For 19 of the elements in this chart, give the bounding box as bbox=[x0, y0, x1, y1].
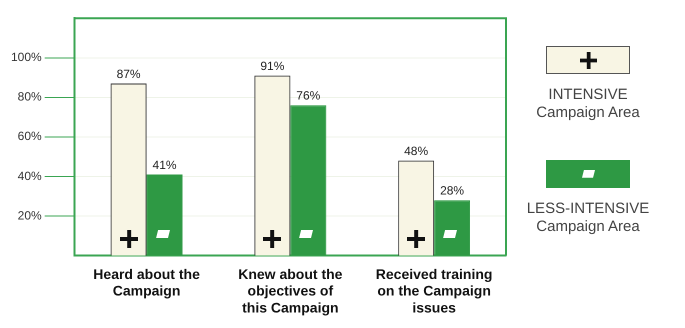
bar bbox=[290, 105, 326, 256]
bar bbox=[146, 174, 183, 256]
y-tick-label: 100% bbox=[10, 50, 42, 64]
x-tick-label: Knew about the objectives of this Campaign bbox=[238, 266, 343, 316]
y-tick-label: 60% bbox=[18, 129, 42, 144]
text: INTENSIVE Campaign Area bbox=[535, 86, 641, 122]
data-label: 87% bbox=[116, 66, 141, 81]
bar bbox=[434, 200, 470, 256]
data-label: 41% bbox=[152, 158, 177, 172]
y-tick-label: 40% bbox=[18, 168, 42, 183]
data-label: 48% bbox=[404, 144, 428, 158]
data-label: 28% bbox=[440, 184, 464, 198]
x-tick-label: Received training on the Campaign issues bbox=[376, 266, 492, 316]
y-tick-label: 20% bbox=[18, 208, 42, 222]
y-tick-label: 80% bbox=[18, 90, 42, 104]
data-label: 76% bbox=[296, 88, 321, 103]
data-label: 91% bbox=[260, 58, 285, 73]
text: LESS-INTENSIVE Campaign Area bbox=[526, 200, 650, 236]
x-tick-label: Heard about the Campaign bbox=[93, 266, 200, 299]
